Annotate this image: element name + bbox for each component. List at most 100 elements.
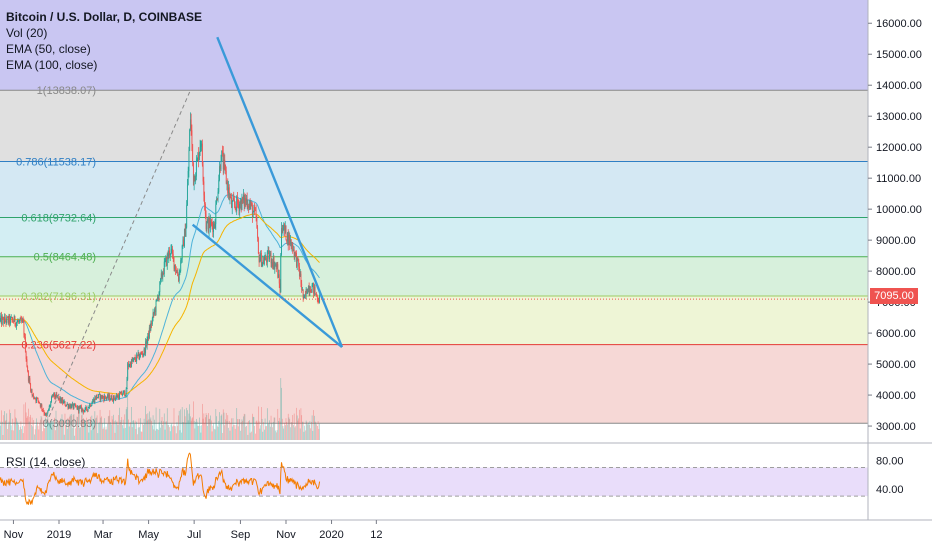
fib-zone xyxy=(0,344,868,424)
candle-body xyxy=(273,257,275,269)
last-price-badge: 7095.00 xyxy=(870,288,918,304)
volume-bar xyxy=(280,378,282,440)
candle-body xyxy=(178,272,180,281)
volume-bar xyxy=(70,415,72,440)
candle-body xyxy=(262,260,264,263)
candle-body xyxy=(287,232,289,246)
volume-indicator-label[interactable]: Vol (20) xyxy=(6,26,48,40)
volume-bar xyxy=(234,424,235,440)
candle-body xyxy=(309,290,311,293)
candle-body xyxy=(249,203,251,206)
volume-bar xyxy=(142,423,143,440)
volume-bar xyxy=(223,412,225,440)
candle-body xyxy=(301,289,303,291)
ema100-indicator-label[interactable]: EMA (100, close) xyxy=(6,58,98,72)
candle-body xyxy=(143,348,145,354)
candle-body xyxy=(118,395,120,399)
volume-bar xyxy=(184,409,185,440)
candle-body xyxy=(198,152,200,161)
rsi-axis-label: 80.00 xyxy=(876,455,904,467)
volume-bar xyxy=(214,429,216,440)
rsi-indicator-label[interactable]: RSI (14, close) xyxy=(6,455,86,469)
volume-bar xyxy=(8,421,10,440)
volume-bar xyxy=(240,422,242,440)
volume-bar xyxy=(66,428,68,440)
candle-body xyxy=(141,353,143,355)
volume-bar xyxy=(219,412,220,440)
price-axis-label: 16000.00 xyxy=(876,18,922,30)
candle-body xyxy=(288,234,290,246)
candle-body xyxy=(292,243,294,251)
candle-body xyxy=(116,395,118,398)
volume-bar xyxy=(275,432,277,440)
candle-body xyxy=(82,408,84,411)
candle-body xyxy=(160,273,162,279)
candle-body xyxy=(216,199,218,200)
volume-bar xyxy=(178,415,179,440)
candle-body xyxy=(258,253,260,263)
volume-bar xyxy=(34,429,36,440)
candle-body xyxy=(276,264,278,268)
volume-bar xyxy=(72,414,74,440)
volume-bar xyxy=(36,418,37,440)
volume-bar xyxy=(154,430,156,440)
candle-body xyxy=(269,252,271,256)
volume-bar xyxy=(101,422,103,440)
candle-body xyxy=(39,403,41,407)
volume-bar xyxy=(254,425,255,440)
volume-bar xyxy=(140,431,142,440)
volume-bar xyxy=(20,421,22,440)
candle-body xyxy=(260,252,262,267)
volume-bar xyxy=(200,432,202,440)
candle-body xyxy=(140,353,142,354)
volume-bar xyxy=(282,426,284,440)
candle-body xyxy=(28,378,30,381)
candle-body xyxy=(175,270,177,273)
volume-bar xyxy=(285,418,287,440)
volume-bar xyxy=(6,413,8,440)
volume-bar xyxy=(304,425,306,440)
volume-bar xyxy=(85,420,87,440)
volume-bar xyxy=(202,403,203,440)
candle-body xyxy=(256,217,258,228)
volume-bar xyxy=(89,423,90,440)
candle-body xyxy=(310,292,312,294)
candle-body xyxy=(110,395,112,400)
candle-body xyxy=(251,202,253,205)
candle-body xyxy=(74,404,76,407)
volume-bar xyxy=(13,430,14,440)
volume-bar xyxy=(176,422,178,440)
volume-bar xyxy=(213,423,214,440)
volume-bar xyxy=(278,417,280,440)
candle-body xyxy=(21,320,23,322)
volume-bar xyxy=(207,425,208,440)
volume-bar xyxy=(22,425,23,440)
candle-body xyxy=(107,394,109,399)
candle-body xyxy=(209,217,211,228)
candle-body xyxy=(254,206,256,210)
volume-bar xyxy=(172,426,173,440)
volume-bar xyxy=(52,424,54,440)
symbol-title[interactable]: Bitcoin / U.S. Dollar, D, COINBASE xyxy=(6,10,203,24)
volume-bar xyxy=(283,428,285,440)
candle-body xyxy=(153,312,155,314)
ema50-indicator-label[interactable]: EMA (50, close) xyxy=(6,42,91,56)
candle-body xyxy=(175,264,176,271)
candle-body xyxy=(284,225,286,231)
volume-bar xyxy=(173,408,175,440)
volume-bar xyxy=(213,428,215,440)
candles xyxy=(0,112,321,418)
volume-bar xyxy=(210,420,212,440)
volume-bar xyxy=(58,422,60,440)
candle-body xyxy=(305,288,307,296)
candle-body xyxy=(130,359,132,367)
candle-body xyxy=(201,143,203,145)
volume-bar xyxy=(35,425,37,440)
volume-bar xyxy=(23,404,25,440)
volume-bar xyxy=(125,409,127,440)
candle-body xyxy=(192,144,194,163)
candle-body xyxy=(110,399,111,401)
volume-bar xyxy=(237,426,239,440)
candle-body xyxy=(84,408,86,411)
